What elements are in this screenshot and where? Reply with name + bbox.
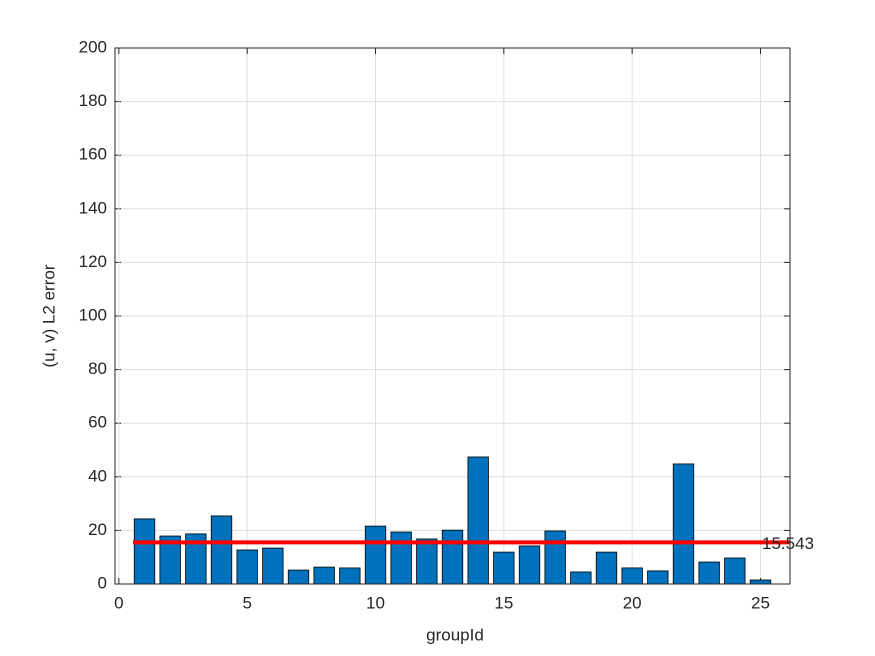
bar xyxy=(133,518,156,585)
bar xyxy=(236,549,258,585)
y-tick-label: 120 xyxy=(79,252,107,271)
x-tick-label: 10 xyxy=(366,593,385,612)
bar xyxy=(518,545,541,585)
x-axis-label: groupId xyxy=(426,625,484,644)
y-tick-label: 180 xyxy=(79,91,107,110)
bar xyxy=(262,547,284,585)
axes-box xyxy=(114,47,791,585)
mean-label: 15.543 xyxy=(762,534,814,553)
y-axis-label: (u, v) L2 error xyxy=(39,264,58,367)
bar xyxy=(390,531,412,585)
bar xyxy=(621,567,643,585)
bar xyxy=(544,530,566,585)
y-tick-label: 140 xyxy=(79,198,107,217)
y-tick-label: 160 xyxy=(79,145,107,164)
bar xyxy=(749,579,772,585)
bar xyxy=(698,561,720,585)
bar xyxy=(493,551,515,585)
y-tick-label: 0 xyxy=(98,573,107,592)
x-tick-label: 15 xyxy=(494,593,513,612)
y-tick-label: 100 xyxy=(79,305,107,324)
bar xyxy=(364,525,387,585)
x-tick-label: 5 xyxy=(242,593,251,612)
bar xyxy=(416,538,438,585)
bar xyxy=(287,569,310,585)
bar xyxy=(672,463,695,585)
bar xyxy=(570,571,592,585)
bar xyxy=(467,456,489,585)
y-tick-label: 80 xyxy=(88,359,107,378)
bar xyxy=(647,570,669,585)
bar xyxy=(724,557,746,585)
y-tick-label: 200 xyxy=(79,37,107,56)
bar xyxy=(339,567,361,585)
x-tick-label: 0 xyxy=(114,593,123,612)
bar xyxy=(210,515,233,585)
x-tick-label: 25 xyxy=(751,593,770,612)
bar xyxy=(313,566,335,585)
y-tick-label: 60 xyxy=(88,413,107,432)
bar xyxy=(441,529,464,585)
bar xyxy=(595,551,618,585)
y-tick-label: 40 xyxy=(88,466,107,485)
y-tick-label: 20 xyxy=(88,520,107,539)
x-tick-label: 20 xyxy=(623,593,642,612)
